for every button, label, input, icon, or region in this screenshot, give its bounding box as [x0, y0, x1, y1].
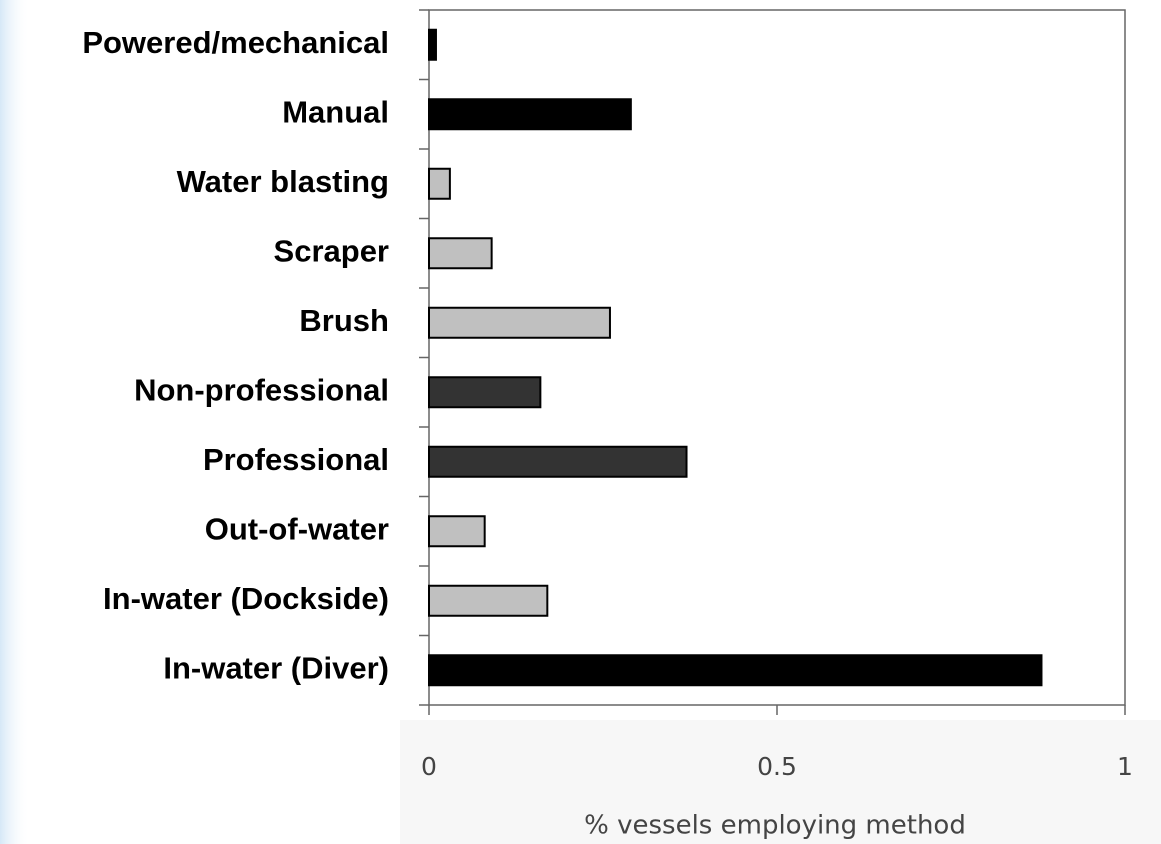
- y-tick-label: Water blasting: [177, 164, 389, 199]
- x-tick-label: 0: [421, 752, 437, 781]
- axis-background: [400, 720, 1161, 844]
- y-tick-label: In-water (Diver): [163, 650, 389, 685]
- bar: [428, 654, 1043, 687]
- bar: [428, 584, 549, 617]
- background-edge: [0, 0, 30, 844]
- bar: [428, 28, 437, 61]
- bar: [428, 515, 486, 548]
- y-tick-label: Non-professional: [134, 372, 389, 407]
- y-tick-label: Brush: [299, 303, 389, 338]
- y-tick-label: Scraper: [274, 233, 389, 268]
- bar: [428, 237, 493, 270]
- x-tick-label: 1: [1117, 752, 1133, 781]
- bar: [428, 167, 451, 200]
- bar: [428, 445, 688, 478]
- y-tick-label: Out-of-water: [205, 511, 389, 546]
- y-tick-label: Professional: [203, 442, 389, 477]
- bar: [428, 98, 632, 131]
- bar: [428, 306, 611, 339]
- x-tick-label: 0.5: [757, 752, 797, 781]
- x-axis-label: % vessels employing method: [584, 811, 966, 841]
- y-tick-label: Powered/mechanical: [82, 25, 389, 60]
- y-tick-label: Manual: [282, 94, 389, 129]
- bar: [428, 376, 542, 409]
- y-tick-label: In-water (Dockside): [103, 581, 389, 616]
